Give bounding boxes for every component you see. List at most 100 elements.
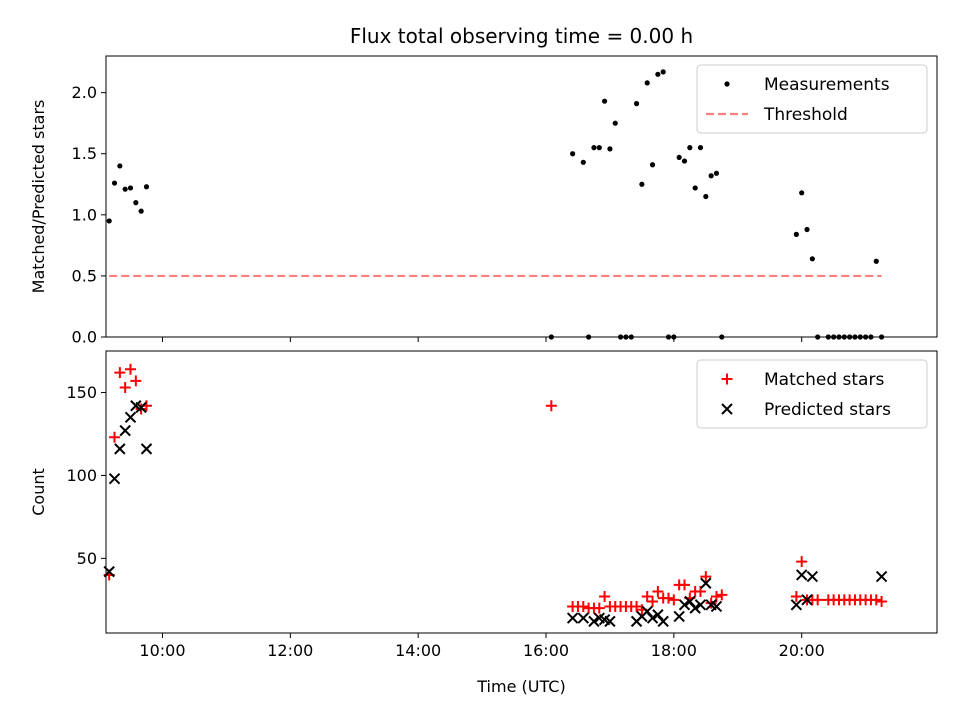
- data-point: [580, 159, 586, 165]
- data-point: [566, 612, 579, 624]
- data-point: [660, 69, 666, 75]
- y-tick-label: 1.0: [72, 205, 97, 224]
- legend-marker: [721, 373, 733, 385]
- x-tick-label: 10:00: [139, 641, 185, 660]
- y-tick-label: 1.5: [72, 144, 97, 163]
- legend-label: Measurements: [764, 75, 890, 95]
- data-point: [122, 186, 128, 192]
- data-point: [612, 120, 618, 126]
- data-point: [133, 200, 139, 206]
- data-point: [135, 401, 147, 414]
- data-point: [111, 180, 118, 186]
- data-point: [124, 411, 137, 424]
- data-point: [570, 151, 576, 157]
- data-point: [119, 424, 131, 437]
- data-point: [596, 145, 602, 151]
- legend-marker: [721, 403, 733, 415]
- y-tick-label: 0.0: [72, 328, 97, 347]
- data-point: [875, 570, 888, 583]
- data-point: [655, 71, 661, 77]
- data-point: [649, 162, 656, 168]
- data-point: [790, 599, 803, 611]
- data-point: [657, 615, 669, 628]
- data-point: [870, 594, 882, 606]
- y-tick-label: 150: [66, 383, 97, 402]
- y-tick-label: 50: [77, 549, 97, 568]
- data-point: [633, 101, 640, 107]
- data-point: [713, 170, 720, 176]
- data-point: [604, 615, 616, 628]
- x-tick-label: 12:00: [267, 641, 313, 660]
- data-point: [700, 571, 712, 583]
- data-point: [796, 556, 808, 568]
- data-point: [716, 589, 728, 601]
- series-matched-stars: [103, 363, 888, 616]
- data-point: [793, 231, 799, 237]
- data-point: [681, 158, 688, 164]
- data-point: [652, 586, 664, 598]
- data-point: [577, 612, 589, 624]
- data-point: [801, 594, 813, 606]
- y-axis: 0.0 0.5 1.0 1.5 2.0: [72, 83, 106, 347]
- data-point: [790, 591, 802, 603]
- data-point: [109, 431, 121, 443]
- bottom-panel: 50 100 150 10:00 12:00 14:00 16:00 18:00 20:00 Co…: [29, 350, 938, 696]
- legend: Matched stars Predicted stars: [696, 359, 928, 429]
- data-point: [588, 615, 600, 628]
- data-point: [799, 190, 805, 196]
- data-point: [138, 208, 144, 214]
- data-point: [804, 226, 810, 233]
- plot-frame: [105, 55, 938, 338]
- data-point: [678, 599, 691, 611]
- data-point: [647, 595, 659, 607]
- y-tick-label: 2.0: [72, 83, 97, 102]
- data-point: [644, 80, 650, 86]
- data-point: [114, 443, 126, 455]
- data-point: [125, 363, 137, 375]
- data-point: [599, 591, 611, 603]
- y-axis-label: Count: [29, 468, 48, 516]
- data-point: [140, 443, 153, 455]
- data-point: [876, 595, 888, 607]
- data-point: [130, 375, 142, 387]
- legend-label: Matched stars: [764, 370, 884, 390]
- data-point: [119, 381, 131, 393]
- legend-marker: [724, 81, 730, 87]
- plot-marks: [103, 363, 888, 628]
- data-point: [705, 597, 717, 609]
- data-point: [812, 594, 824, 606]
- data-point: [703, 193, 709, 200]
- data-point: [873, 258, 879, 264]
- x-axis: [161, 337, 803, 342]
- legend-label: Predicted stars: [764, 400, 891, 420]
- y-axis-label: Matched/Predicted stars: [29, 100, 48, 294]
- data-point: [607, 146, 613, 152]
- data-point: [663, 592, 675, 604]
- data-point: [795, 569, 808, 581]
- data-point: [577, 600, 589, 612]
- plot-frame: [105, 350, 938, 634]
- data-point: [591, 145, 597, 151]
- data-point: [809, 256, 815, 262]
- data-point: [593, 602, 605, 614]
- data-point: [106, 218, 112, 224]
- data-point: [697, 145, 704, 151]
- data-point: [687, 145, 693, 151]
- x-tick-label: 18:00: [651, 641, 697, 660]
- x-axis-label: Time (UTC): [476, 677, 565, 696]
- data-point: [673, 610, 685, 623]
- data-point: [646, 612, 659, 624]
- data-point: [708, 173, 714, 179]
- data-point: [545, 400, 557, 412]
- data-point: [806, 570, 819, 583]
- legend: Measurements Threshold: [696, 64, 928, 134]
- data-point: [127, 185, 134, 191]
- data-point: [143, 184, 150, 190]
- data-point: [710, 600, 723, 613]
- y-tick-label: 100: [66, 466, 97, 485]
- data-point: [639, 181, 645, 187]
- top-panel: 0.0 0.5 1.0 1.5 2.0 Matched/Predicted stars Fl…: [29, 24, 938, 347]
- chart-title: Flux total observing time = 0.00 h: [350, 24, 693, 48]
- data-point: [694, 599, 707, 611]
